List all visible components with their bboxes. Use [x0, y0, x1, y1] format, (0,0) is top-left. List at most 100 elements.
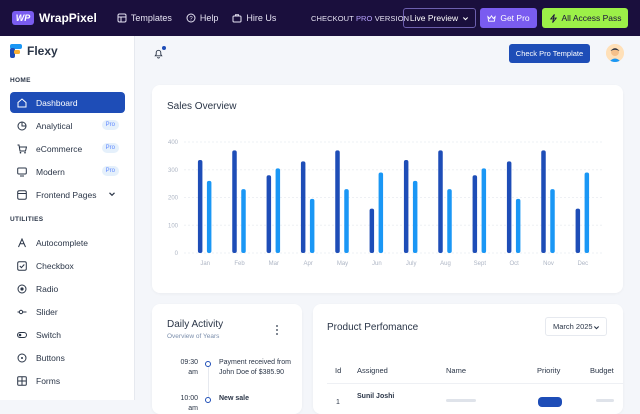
activity-time: 09:30 am: [180, 359, 198, 376]
product-performance-title: Product Perfomance: [327, 322, 419, 333]
sidebar-item-radio[interactable]: Radio: [10, 278, 125, 299]
activity-time: 10:00 am: [180, 395, 198, 412]
bar: [584, 172, 590, 253]
bar: [481, 168, 487, 253]
sidebar-item-autocomplete[interactable]: Autocomplete: [10, 232, 125, 253]
monitor-icon: [17, 167, 27, 177]
hire-us-link-label: Hire Us: [246, 13, 277, 23]
bar: [541, 150, 546, 253]
wrappixel-logo-mark: WP: [12, 11, 34, 25]
layout-icon: [17, 189, 27, 200]
wrappixel-logo[interactable]: WP WrapPixel: [12, 11, 97, 25]
month-select[interactable]: March 2025: [545, 317, 607, 336]
live-preview-dropdown[interactable]: Live Preview: [403, 8, 476, 28]
sidebar-item-switch[interactable]: Switch: [10, 324, 125, 345]
sidebar: Flexy HOME Dashboard Analytical Pro eCom…: [0, 36, 135, 400]
hire-us-link[interactable]: Hire Us: [232, 13, 276, 23]
get-pro-label: Get Pro: [500, 13, 530, 23]
templates-link-label: Templates: [130, 13, 172, 23]
templates-link[interactable]: Templates: [117, 13, 172, 23]
bar: [335, 150, 340, 253]
sidebar-item-checkbox[interactable]: Checkbox: [10, 255, 125, 276]
bar: [197, 160, 203, 253]
sidebar-item-label: Dashboard: [36, 97, 78, 108]
x-tick-label: Feb: [234, 261, 245, 267]
all-access-pass-button[interactable]: All Access Pass: [542, 8, 628, 28]
bell-icon[interactable]: [153, 48, 164, 59]
bar: [369, 208, 375, 253]
activity-text: New sale: [219, 395, 249, 402]
chevron-down-icon: [463, 16, 469, 20]
sidebar-item-modern[interactable]: Modern Pro: [10, 161, 125, 182]
bar: [275, 168, 281, 253]
section-label-utilities: UTILITIES: [10, 216, 44, 223]
daily-activity-title: Daily Activity: [167, 319, 224, 330]
checkout-prefix: CHECKOUT: [311, 14, 354, 23]
circle-dot-icon: [17, 353, 27, 363]
daily-activity-subtitle: Overview of Years: [167, 333, 220, 340]
sidebar-item-dashboard[interactable]: Dashboard: [10, 92, 125, 113]
slider-icon: [17, 307, 27, 317]
bar: [438, 150, 443, 253]
user-avatar-icon: [606, 44, 624, 62]
x-tick-label: Apr: [303, 261, 312, 267]
get-pro-button[interactable]: Get Pro: [480, 8, 537, 28]
sidebar-item-ecommerce[interactable]: eCommerce Pro: [10, 138, 125, 159]
bar: [300, 161, 306, 253]
checkout-pro-text[interactable]: CHECKOUT PRO VERSION: [311, 14, 409, 23]
row-id: 1: [336, 399, 340, 406]
month-select-value: March 2025: [553, 322, 593, 331]
bar: [515, 198, 521, 253]
sidebar-item-buttons[interactable]: Buttons: [10, 347, 125, 368]
y-tick-label: 100: [168, 223, 179, 229]
check-pro-template-button[interactable]: Check Pro Template: [509, 44, 590, 63]
bar: [378, 172, 384, 253]
bolt-icon: [549, 13, 557, 23]
section-label-home: HOME: [10, 77, 31, 84]
sidebar-item-label: Radio: [36, 283, 59, 294]
sidebar-item-forms[interactable]: Forms: [10, 370, 125, 391]
bar: [575, 208, 581, 253]
chevron-down-icon: [593, 326, 600, 330]
text-icon: [17, 237, 27, 248]
sidebar-item-analytical[interactable]: Analytical Pro: [10, 115, 125, 136]
x-tick-label: Nov: [543, 261, 554, 267]
sidebar-item-label: Checkbox: [36, 260, 74, 271]
help-link-label: Help: [199, 13, 219, 23]
sales-overview-title: Sales Overview: [167, 101, 237, 112]
home-icon: [17, 97, 27, 108]
sidebar-item-slider[interactable]: Slider: [10, 301, 125, 322]
live-preview-label: Live Preview: [409, 13, 459, 23]
cart-icon: [17, 144, 27, 154]
chart-pie-icon: [17, 121, 27, 131]
briefcase-icon: [232, 14, 242, 23]
column-header-priority: Priority: [537, 366, 561, 375]
sidebar-item-label: Analytical: [36, 120, 73, 131]
y-tick-label: 200: [168, 196, 179, 202]
layers-icon: [117, 13, 127, 23]
checkout-suffix: VERSION: [374, 14, 410, 23]
timeline-line: [207, 367, 209, 397]
flexy-logo-icon: [10, 44, 22, 58]
column-header-budget: Budget: [590, 366, 614, 375]
checkbox-icon: [17, 260, 27, 271]
pro-badge: Pro: [101, 143, 119, 153]
sidebar-item-label: Autocomplete: [36, 237, 88, 248]
bar: [266, 175, 272, 253]
help-link[interactable]: ? Help: [186, 13, 219, 23]
sidebar-item-label: Slider: [36, 306, 58, 317]
flexy-brand-text: Flexy: [27, 44, 58, 58]
x-tick-label: Jan: [200, 261, 210, 267]
sidebar-item-frontend-pages[interactable]: Frontend Pages: [10, 184, 125, 205]
more-vertical-icon[interactable]: [274, 324, 280, 336]
x-tick-label: Mar: [269, 261, 279, 267]
flexy-brand[interactable]: Flexy: [10, 44, 58, 58]
pro-badge: Pro: [101, 120, 119, 130]
sidebar-item-label: Modern: [36, 166, 65, 177]
timeline-dot: [205, 397, 211, 403]
avatar[interactable]: [606, 44, 624, 62]
bar: [403, 160, 409, 253]
x-tick-label: Dec: [577, 261, 588, 267]
row-name-placeholder: [446, 399, 476, 402]
table-header-divider: [327, 383, 623, 384]
